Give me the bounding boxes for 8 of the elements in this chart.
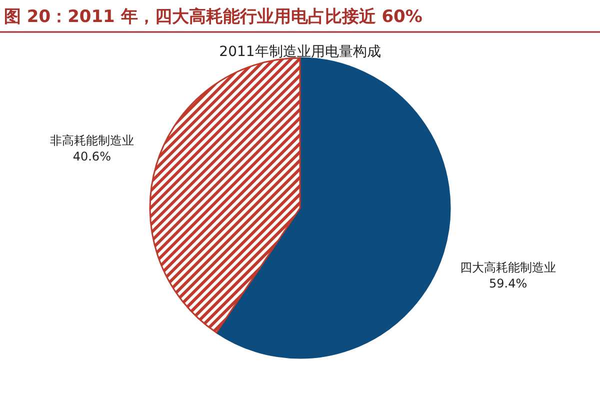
data-label: 40.6%: [72, 150, 111, 164]
pie-slice: [149, 57, 301, 334]
pie-slice: [216, 57, 451, 359]
chart-subtitle: 2011年制造业用电量构成: [219, 44, 381, 60]
data-label: 59.4%: [489, 276, 528, 290]
chart-title: 图 20：2011 年，四大高耗能行业用电占比接近 60%: [4, 7, 422, 27]
slice-label: 非高耗能制造业: [50, 134, 134, 148]
slice-label: 四大高耗能制造业: [460, 260, 556, 274]
